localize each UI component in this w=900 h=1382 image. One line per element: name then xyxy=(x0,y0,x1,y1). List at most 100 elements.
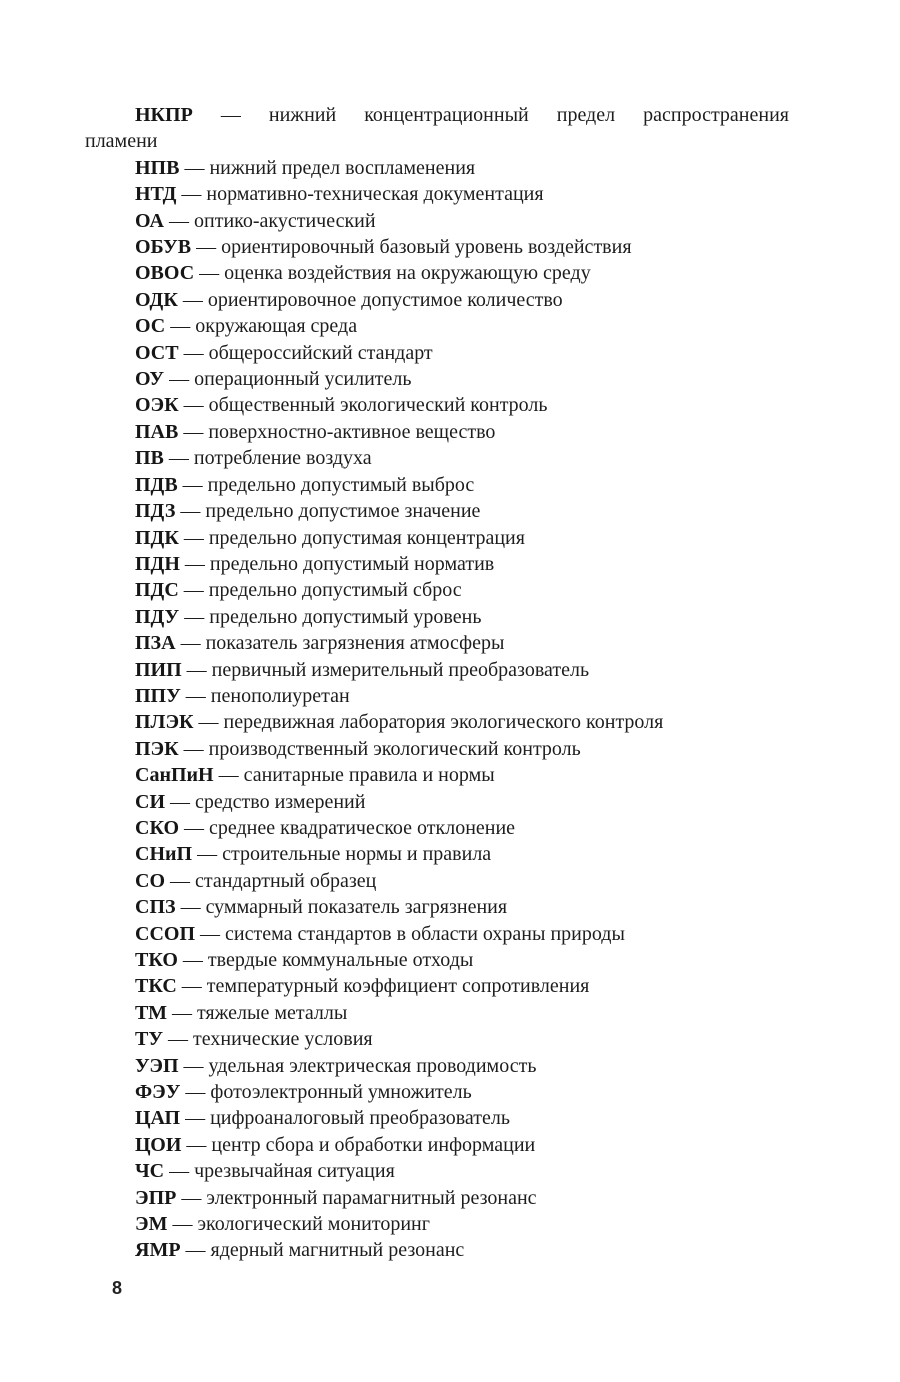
abbr-entry: ЯМР — ядерный магнитный резонанс xyxy=(85,1237,789,1263)
abbr-term: ПЗА xyxy=(135,632,176,655)
abbr-description: — пенополиуретан xyxy=(180,684,350,707)
entry-first-line: НПВ — нижний предел воспламенения xyxy=(85,155,789,181)
abbr-entry: ЦАП — цифроаналоговый преобразователь xyxy=(85,1105,789,1131)
abbr-term: ОЭК xyxy=(135,394,179,417)
entry-first-line: ОУ — операционный усилитель xyxy=(85,366,789,392)
abbr-entry: СПЗ — суммарный показатель загрязнения xyxy=(85,894,789,920)
abbr-entry: ОБУВ — ориентировочный базовый уровень в… xyxy=(85,234,789,260)
entry-first-line: ТКС — температурный коэффициент сопротив… xyxy=(85,973,789,999)
abbr-description: — нормативно-техническая документация xyxy=(176,183,544,206)
entry-first-line: ССОП — система стандартов в области охра… xyxy=(85,921,789,947)
abbr-entry: СанПиН — санитарные правила и нормы xyxy=(85,762,789,788)
abbr-entry: СО — стандартный образец xyxy=(85,868,789,894)
abbr-entry: ОЭК — общественный экологический контрол… xyxy=(85,392,789,418)
abbr-term: ЯМР xyxy=(135,1239,181,1262)
abbr-description: — операционный усилитель xyxy=(164,368,412,391)
abbr-term: ЧС xyxy=(135,1160,165,1183)
abbr-term: ОА xyxy=(135,209,165,232)
abbr-term: ТКС xyxy=(135,975,177,998)
abbr-description: — предельно допустимый сброс xyxy=(178,579,462,602)
entry-first-line: УЭП — удельная электрическая проводимост… xyxy=(85,1053,789,1079)
entry-first-line: ОДК — ориентировочное допустимое количес… xyxy=(85,287,789,313)
abbr-description: — твердые коммунальные отходы xyxy=(177,949,474,971)
abbr-entry: ОС — окружающая среда xyxy=(85,313,789,339)
abbr-description: — предельно допустимый выброс xyxy=(177,473,475,496)
abbr-entry: ПАВ — поверхностно-активное вещество xyxy=(85,419,789,445)
abbr-description: — нижний предел воспламенения xyxy=(179,156,476,179)
abbr-entry: ОДК — ориентировочное допустимое количес… xyxy=(85,287,789,313)
abbr-description: — температурный коэффициент сопротивлени… xyxy=(176,975,590,998)
abbr-entry: ПДЗ — предельно допустимое значение xyxy=(85,498,789,524)
abbr-entry: СКО — среднее квадратическое отклонение xyxy=(85,815,789,841)
abbr-description: — удельная электрическая проводимость xyxy=(178,1054,537,1077)
entry-first-line: ЭПР — электронный парамагнитный резонанс xyxy=(85,1185,789,1211)
abbr-entry: ТУ — технические условия xyxy=(85,1026,789,1052)
abbr-term: ПЛЭК xyxy=(135,711,194,734)
abbr-description: — оптико-акустический xyxy=(164,209,376,232)
abbr-description: — центр сбора и обработки информации xyxy=(181,1133,536,1156)
abbr-description: — предельно допустимый норматив xyxy=(179,552,495,575)
abbr-term: СанПиН xyxy=(135,764,214,787)
abbr-entry: ТКО — твердые коммунальные отходы xyxy=(85,947,789,973)
entry-first-line: ОБУВ — ориентировочный базовый уровень в… xyxy=(85,234,789,260)
abbr-term: ПДС xyxy=(135,579,179,602)
abbr-description: — первичный измерительный преобразовател… xyxy=(181,658,590,681)
entry-first-line: ТМ — тяжелые металлы xyxy=(85,1000,789,1026)
abbr-term: ОВОС xyxy=(135,262,195,285)
entry-first-line: ПИП — первичный измерительный преобразов… xyxy=(85,657,789,683)
abbr-description: — ориентировочное допустимое количество xyxy=(177,288,563,311)
abbr-description: — средство измерений xyxy=(165,790,366,813)
entry-first-line: ЧС — чрезвычайная ситуация xyxy=(85,1158,789,1184)
abbr-entry: ОСТ — общероссийский стандарт xyxy=(85,340,789,366)
abbr-term: ПДВ xyxy=(135,473,178,496)
abbr-entry: ПЛЭК — передвижная лаборатория экологиче… xyxy=(85,709,789,735)
entry-first-line: ПЛЭК — передвижная лаборатория экологиче… xyxy=(85,709,789,735)
abbr-entry: НТД — нормативно-техническая документаци… xyxy=(85,181,789,207)
abbr-description: — нижний концентрационный предел распрос… xyxy=(192,104,789,126)
abbr-description: — суммарный показатель загрязнения xyxy=(175,896,508,919)
abbr-description: — общественный экологический контроль xyxy=(178,394,548,417)
abbr-entry: УЭП — удельная электрическая проводимост… xyxy=(85,1053,789,1079)
abbr-description: — технические условия xyxy=(163,1028,373,1051)
abbr-term: НТД xyxy=(135,183,177,206)
entry-first-line: ПДВ — предельно допустимый выброс xyxy=(85,472,789,498)
abbr-term: ТУ xyxy=(135,1028,164,1051)
abbr-term: СИ xyxy=(135,790,165,813)
abbr-term: ОС xyxy=(135,315,166,338)
abbr-term: НКПР xyxy=(135,104,193,126)
abbr-term: ПДК xyxy=(135,526,179,549)
abbr-description: — производственный экологический контрол… xyxy=(178,737,581,760)
entry-first-line: ППУ — пенополиуретан xyxy=(85,683,789,709)
abbr-entry: ОА — оптико-акустический xyxy=(85,208,789,234)
entry-first-line: СанПиН — санитарные правила и нормы xyxy=(85,762,789,788)
entry-first-line: НКПР — нижний концентрационный предел ра… xyxy=(85,102,789,128)
abbr-entry: ЧС — чрезвычайная ситуация xyxy=(85,1158,789,1184)
abbr-entry: СНиП — строительные нормы и правила xyxy=(85,841,789,867)
abbr-description: — тяжелые металлы xyxy=(166,1001,348,1024)
abbr-entry: ПДС — предельно допустимый сброс xyxy=(85,577,789,603)
abbr-term: УЭП xyxy=(135,1054,179,1077)
abbr-description: — предельно допустимый уровень xyxy=(179,605,482,628)
entry-first-line: ЦАП — цифроаналоговый преобразователь xyxy=(85,1105,789,1131)
abbr-description: — поверхностно-активное вещество xyxy=(178,420,496,443)
abbreviation-list: НКПР — нижний концентрационный предел ра… xyxy=(85,102,789,1264)
abbr-entry: ТМ — тяжелые металлы xyxy=(85,1000,789,1026)
entry-first-line: ПДЗ — предельно допустимое значение xyxy=(85,498,789,524)
abbr-term: ПЭК xyxy=(135,737,179,760)
abbr-entry: ПДУ — предельно допустимый уровень xyxy=(85,604,789,630)
entry-first-line: ПДУ — предельно допустимый уровень xyxy=(85,604,789,630)
abbr-entry: СИ — средство измерений xyxy=(85,789,789,815)
abbr-entry: ЦОИ — центр сбора и обработки информации xyxy=(85,1132,789,1158)
abbr-term: ПВ xyxy=(135,447,164,470)
entry-first-line: СКО — среднее квадратическое отклонение xyxy=(85,815,789,841)
abbr-entry: ССОП — система стандартов в области охра… xyxy=(85,921,789,947)
abbr-entry: ПЗА — показатель загрязнения атмосферы xyxy=(85,630,789,656)
entry-first-line: ОСТ — общероссийский стандарт xyxy=(85,340,789,366)
abbr-term: ЦОИ xyxy=(135,1133,182,1156)
entry-first-line: ФЭУ — фотоэлектронный умножитель xyxy=(85,1079,789,1105)
abbr-entry: ОВОС — оценка воздействия на окружающую … xyxy=(85,260,789,286)
abbr-description: — передвижная лаборатория экологического… xyxy=(193,711,664,734)
abbr-description: — окружающая среда xyxy=(165,315,358,338)
abbr-description: — система стандартов в области охраны пр… xyxy=(195,922,625,945)
entry-first-line: ПДС — предельно допустимый сброс xyxy=(85,577,789,603)
